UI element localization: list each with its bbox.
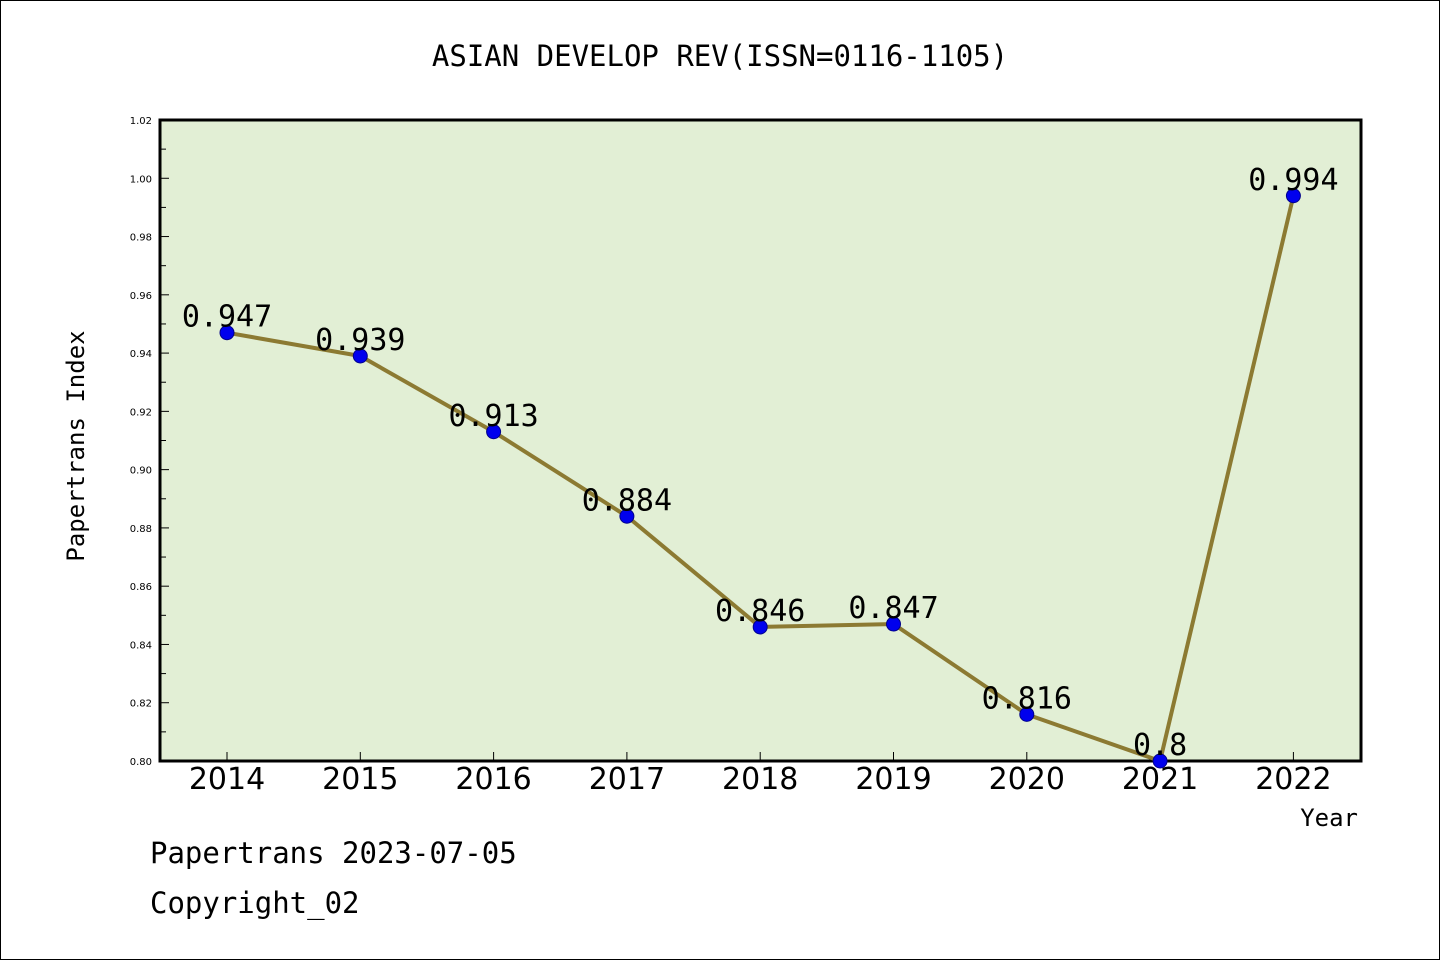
y-tick-label: 0.84 bbox=[130, 640, 152, 651]
data-point bbox=[619, 508, 635, 524]
y-tick-label: 0.98 bbox=[130, 233, 152, 244]
x-tick-label: 2016 bbox=[455, 762, 531, 797]
data-point bbox=[486, 424, 502, 440]
footer-date: Papertrans 2023-07-05 bbox=[150, 836, 517, 870]
data-point bbox=[1285, 188, 1301, 204]
y-axis-title: Papertrans Index bbox=[62, 330, 90, 561]
x-tick-label: 2018 bbox=[722, 762, 798, 797]
x-axis-title: Year bbox=[1300, 804, 1358, 832]
y-tick-label: 0.92 bbox=[130, 407, 152, 418]
y-tick-label: 0.80 bbox=[130, 757, 152, 768]
x-tick-label: 2017 bbox=[589, 762, 665, 797]
data-label: 0.947 bbox=[182, 300, 272, 335]
data-label: 0.846 bbox=[715, 594, 805, 629]
plot-area bbox=[158, 118, 1363, 763]
y-tick-label: 0.86 bbox=[130, 582, 152, 593]
x-axis: 2014 2015 2016 2017 2018 2019 2020 2021 2022 bbox=[189, 752, 1332, 797]
x-tick-label: 2015 bbox=[322, 762, 398, 797]
data-label: 0.847 bbox=[848, 591, 938, 626]
y-tick-label: 0.96 bbox=[130, 291, 152, 302]
y-tick-label: 1.00 bbox=[130, 174, 152, 185]
y-tick-label: 1.02 bbox=[130, 116, 152, 127]
data-point bbox=[352, 348, 368, 364]
data-point bbox=[752, 619, 768, 635]
data-label: 0.8 bbox=[1133, 728, 1187, 763]
data-point bbox=[219, 325, 235, 341]
data-label: 0.884 bbox=[582, 483, 672, 518]
y-tick-label: 0.82 bbox=[130, 699, 152, 710]
data-point bbox=[1019, 706, 1035, 722]
y-tick-label: 0.88 bbox=[130, 524, 152, 535]
y-tick-label: 0.94 bbox=[130, 349, 152, 360]
y-axis: 0.80 0.82 0.84 0.86 0.88 0.90 0.92 0.94 0.96 0.98… bbox=[130, 116, 169, 768]
x-tick-label: 2020 bbox=[989, 762, 1065, 797]
x-tick-label: 2014 bbox=[189, 762, 265, 797]
chart-title: ASIAN DEVELOP REV(ISSN=0116-1105) bbox=[432, 39, 1008, 73]
data-point bbox=[886, 616, 901, 632]
series: 0.947 0.939 0.913 0.884 0.846 0.847 0.816 0.8 0.… bbox=[182, 163, 1339, 769]
data-label: 0.939 bbox=[315, 323, 405, 358]
data-point bbox=[1152, 753, 1168, 769]
data-label: 0.816 bbox=[982, 681, 1072, 716]
y-tick-label: 0.90 bbox=[130, 466, 152, 477]
x-tick-label: 2022 bbox=[1255, 762, 1331, 797]
x-tick-label: 2019 bbox=[855, 762, 931, 797]
data-label: 0.994 bbox=[1248, 163, 1338, 198]
data-label: 0.913 bbox=[448, 399, 538, 434]
footer-copyright: Copyright_02 bbox=[150, 886, 360, 920]
